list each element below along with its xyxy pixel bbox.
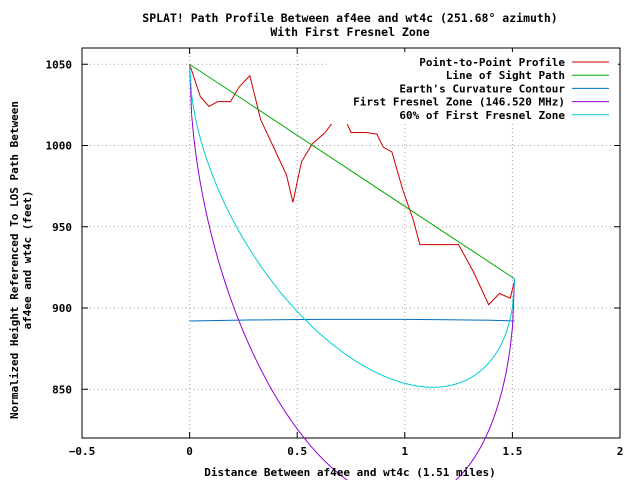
- y-tick-label: 1000: [46, 140, 73, 153]
- legend-label: First Fresnel Zone (146.520 MHz): [353, 96, 565, 109]
- x-tick-label: 0.5: [287, 445, 307, 458]
- series-line-2: [189, 63, 515, 280]
- series-line-5: [189, 64, 516, 388]
- legend-label: Earth's Curvature Contour: [399, 82, 565, 95]
- chart-title: SPLAT! Path Profile Between af4ee and wt…: [142, 11, 557, 25]
- legend-label: Line of Sight Path: [446, 69, 565, 82]
- series-line-4: [189, 64, 516, 480]
- y-tick-label: 900: [52, 302, 72, 315]
- y-tick-label: 950: [52, 221, 72, 234]
- axis-ticks: −0.5 0 0.5 1 1.5 2 850 900 950 1000 1050: [46, 48, 624, 458]
- y-tick-label: 1050: [46, 58, 73, 71]
- x-tick-label: −0.5: [69, 445, 96, 458]
- plot-frame: [81, 47, 621, 439]
- legend-label: 60% of First Fresnel Zone: [399, 109, 565, 122]
- x-tick-label: 1: [401, 445, 408, 458]
- x-axis-label: Distance Between af4ee and wt4c (1.51 mi…: [204, 466, 495, 479]
- x-tick-label: 1.5: [502, 445, 522, 458]
- y-axis-label-line2: af4ee and wt4c (feet): [21, 190, 34, 329]
- legend-background: [330, 52, 618, 124]
- y-axis-label-line1: Normalized Height Referenced To LOS Path…: [8, 101, 21, 419]
- y-tick-label: 850: [52, 383, 72, 396]
- series-lines: [189, 63, 516, 480]
- x-tick-label: 2: [617, 445, 624, 458]
- legend-label: Point-to-Point Profile: [419, 56, 565, 69]
- series-line-3: [189, 318, 515, 322]
- x-tick-label: 0: [186, 445, 193, 458]
- chart-subtitle: With First Fresnel Zone: [270, 25, 429, 39]
